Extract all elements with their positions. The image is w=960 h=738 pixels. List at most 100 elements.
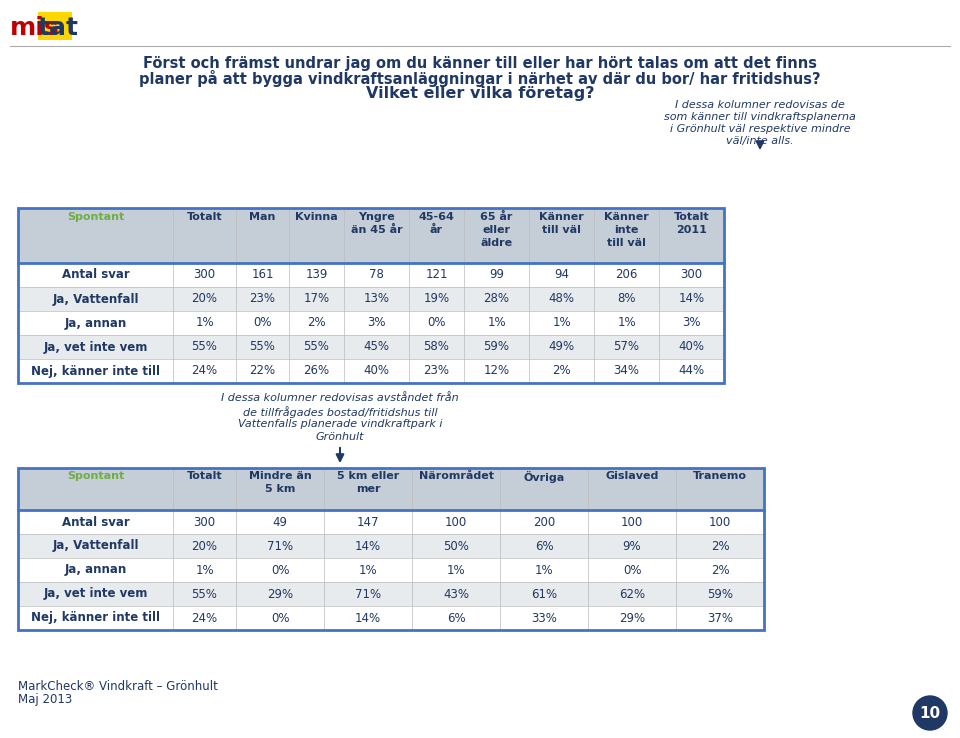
Text: 3%: 3% bbox=[683, 317, 701, 329]
Text: 43%: 43% bbox=[443, 587, 469, 601]
Text: 49: 49 bbox=[273, 516, 287, 528]
Text: 24%: 24% bbox=[191, 612, 218, 624]
Text: MarkCheck® Vindkraft – Grönhult: MarkCheck® Vindkraft – Grönhult bbox=[18, 680, 218, 693]
Bar bbox=[18, 510, 764, 534]
Text: tat: tat bbox=[38, 16, 79, 40]
Text: 13%: 13% bbox=[364, 292, 390, 306]
Text: 65 år
eller
äldre: 65 år eller äldre bbox=[480, 212, 513, 248]
Text: Man: Man bbox=[250, 212, 276, 222]
Text: Spontant: Spontant bbox=[67, 471, 124, 481]
Text: 55%: 55% bbox=[192, 587, 217, 601]
Text: Vilket eller vilka företag?: Vilket eller vilka företag? bbox=[366, 86, 594, 101]
Text: Övriga: Övriga bbox=[523, 471, 564, 483]
Text: 19%: 19% bbox=[423, 292, 449, 306]
Text: väl/inte alls.: väl/inte alls. bbox=[726, 136, 794, 146]
Text: 71%: 71% bbox=[267, 539, 293, 553]
Bar bbox=[18, 582, 764, 606]
Text: Ja, vet inte vem: Ja, vet inte vem bbox=[43, 340, 148, 354]
Text: Spontant: Spontant bbox=[67, 212, 124, 222]
Text: Ja, vet inte vem: Ja, vet inte vem bbox=[43, 587, 148, 601]
Text: 58%: 58% bbox=[423, 340, 449, 354]
Text: 55%: 55% bbox=[303, 340, 329, 354]
Text: 1%: 1% bbox=[359, 564, 377, 576]
Text: 94: 94 bbox=[554, 269, 569, 281]
Text: 100: 100 bbox=[708, 516, 732, 528]
Text: I dessa kolumner redovisas avståndet från: I dessa kolumner redovisas avståndet frå… bbox=[221, 393, 459, 403]
Text: Totalt: Totalt bbox=[186, 212, 223, 222]
Text: 8%: 8% bbox=[617, 292, 636, 306]
Bar bbox=[18, 606, 764, 630]
Text: 55%: 55% bbox=[250, 340, 276, 354]
Text: Känner
till väl: Känner till väl bbox=[540, 212, 584, 235]
Text: 121: 121 bbox=[425, 269, 447, 281]
Text: 161: 161 bbox=[252, 269, 274, 281]
Text: 147: 147 bbox=[357, 516, 379, 528]
Text: 1%: 1% bbox=[617, 317, 636, 329]
Text: Antal svar: Antal svar bbox=[61, 269, 130, 281]
Text: 57%: 57% bbox=[613, 340, 639, 354]
Text: Yngre
än 45 år: Yngre än 45 år bbox=[350, 212, 402, 235]
Text: 1%: 1% bbox=[446, 564, 466, 576]
Text: 17%: 17% bbox=[303, 292, 329, 306]
Text: 100: 100 bbox=[444, 516, 468, 528]
Bar bbox=[18, 359, 724, 383]
Text: 20%: 20% bbox=[191, 539, 218, 553]
Text: Antal svar: Antal svar bbox=[61, 516, 130, 528]
Text: de tillfrågades bostad/fritidshus till: de tillfrågades bostad/fritidshus till bbox=[243, 406, 438, 418]
Text: 22%: 22% bbox=[250, 365, 276, 378]
Bar bbox=[18, 534, 764, 558]
Text: 6%: 6% bbox=[535, 539, 553, 553]
Text: 50%: 50% bbox=[444, 539, 468, 553]
Text: Tranemo: Tranemo bbox=[693, 471, 747, 481]
Text: 10: 10 bbox=[920, 706, 941, 720]
Text: 5 km eller
mer: 5 km eller mer bbox=[337, 471, 399, 494]
Text: 100: 100 bbox=[621, 516, 643, 528]
Text: 33%: 33% bbox=[531, 612, 557, 624]
Text: Maj 2013: Maj 2013 bbox=[18, 693, 72, 706]
Text: Ja, annan: Ja, annan bbox=[64, 564, 127, 576]
Bar bbox=[18, 208, 724, 383]
Text: 2%: 2% bbox=[710, 564, 730, 576]
Text: 9%: 9% bbox=[623, 539, 641, 553]
Text: Grönhult: Grönhult bbox=[316, 432, 364, 442]
Text: 40%: 40% bbox=[679, 340, 705, 354]
Text: 20%: 20% bbox=[191, 292, 218, 306]
Text: 1%: 1% bbox=[195, 317, 214, 329]
Text: 23%: 23% bbox=[250, 292, 276, 306]
Text: 14%: 14% bbox=[355, 539, 381, 553]
Text: 34%: 34% bbox=[613, 365, 639, 378]
Text: 0%: 0% bbox=[271, 612, 289, 624]
Text: 300: 300 bbox=[193, 516, 216, 528]
Text: 59%: 59% bbox=[484, 340, 510, 354]
Text: i Grönhult väl respektive mindre: i Grönhult väl respektive mindre bbox=[670, 124, 851, 134]
Text: 2%: 2% bbox=[307, 317, 325, 329]
Text: Ja, annan: Ja, annan bbox=[64, 317, 127, 329]
Text: 45-64
år: 45-64 år bbox=[419, 212, 454, 235]
Text: 1%: 1% bbox=[195, 564, 214, 576]
Bar bbox=[38, 12, 72, 40]
Text: 6%: 6% bbox=[446, 612, 466, 624]
Text: Gislaved: Gislaved bbox=[606, 471, 659, 481]
Text: 37%: 37% bbox=[707, 612, 733, 624]
Text: mis: mis bbox=[10, 16, 60, 40]
Text: 29%: 29% bbox=[619, 612, 645, 624]
Bar bbox=[18, 208, 724, 263]
Text: Nej, känner inte till: Nej, känner inte till bbox=[31, 612, 160, 624]
Text: 200: 200 bbox=[533, 516, 555, 528]
Text: som känner till vindkraftsplanerna: som känner till vindkraftsplanerna bbox=[664, 112, 856, 122]
Text: 29%: 29% bbox=[267, 587, 293, 601]
Bar bbox=[18, 287, 724, 311]
Text: 12%: 12% bbox=[484, 365, 510, 378]
Text: 49%: 49% bbox=[548, 340, 575, 354]
Text: 24%: 24% bbox=[191, 365, 218, 378]
Bar bbox=[18, 468, 764, 630]
Text: 78: 78 bbox=[369, 269, 384, 281]
Text: 1%: 1% bbox=[535, 564, 553, 576]
Text: 55%: 55% bbox=[192, 340, 217, 354]
Text: Ja, Vattenfall: Ja, Vattenfall bbox=[52, 539, 139, 553]
Text: Närområdet: Närområdet bbox=[419, 471, 493, 481]
Text: Först och främst undrar jag om du känner till eller har hört talas om att det fi: Först och främst undrar jag om du känner… bbox=[143, 56, 817, 71]
Text: 59%: 59% bbox=[707, 587, 733, 601]
Text: Totalt
2011: Totalt 2011 bbox=[674, 212, 709, 235]
Text: 44%: 44% bbox=[679, 365, 705, 378]
